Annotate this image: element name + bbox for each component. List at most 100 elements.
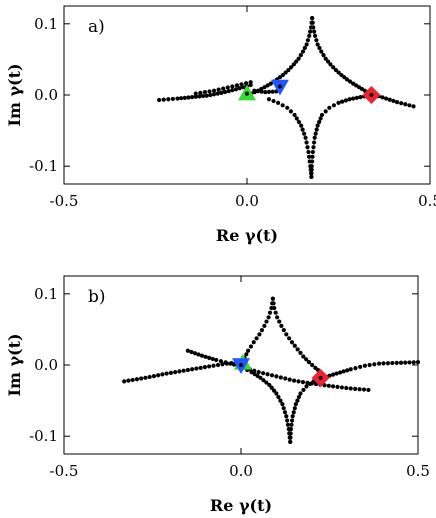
data-point (308, 167, 313, 172)
data-point (312, 33, 318, 39)
data-point (326, 383, 331, 388)
data-point (200, 93, 206, 99)
data-point (315, 42, 320, 47)
data-point (270, 89, 275, 94)
data-point (204, 93, 209, 98)
data-point (311, 145, 316, 150)
data-point (226, 88, 231, 94)
data-point (221, 86, 226, 91)
data-point (383, 96, 389, 101)
data-point (309, 174, 314, 179)
data-point (273, 310, 278, 315)
marker-center-dot (245, 91, 249, 96)
data-point (282, 410, 288, 415)
data-point (403, 102, 408, 107)
data-point (276, 394, 281, 400)
data-point (274, 391, 279, 396)
data-point (285, 422, 291, 427)
data-point (244, 352, 249, 357)
data-point (287, 377, 292, 382)
panel-label-a: a) (88, 17, 105, 37)
data-point (313, 131, 318, 136)
data-point (190, 367, 195, 372)
data-point (295, 398, 300, 403)
data-point (353, 365, 358, 371)
data-point (160, 372, 165, 377)
marker-center-dot (239, 363, 243, 367)
data-point (362, 363, 367, 368)
data-point (295, 347, 300, 352)
data-point (292, 406, 297, 411)
x-axis-label-a: Re γ(t) (216, 226, 278, 245)
data-point (139, 376, 144, 381)
data-point (407, 360, 412, 365)
data-point (296, 119, 302, 125)
data-point (126, 378, 131, 383)
data-point (293, 402, 298, 407)
data-point (216, 87, 221, 92)
data-point (134, 377, 140, 382)
data-point (312, 29, 317, 34)
data-point (345, 368, 350, 373)
data-point (251, 340, 256, 345)
data-point (312, 135, 317, 140)
data-point (394, 360, 399, 365)
data-point (199, 353, 205, 358)
data-point (156, 373, 161, 378)
data-point (177, 369, 182, 374)
data-point (330, 372, 336, 377)
data-point (207, 355, 212, 360)
data-point (376, 361, 382, 366)
data-point (278, 398, 283, 403)
data-point (319, 49, 324, 54)
data-point (318, 116, 323, 121)
data-point (298, 350, 303, 355)
data-point (361, 387, 367, 392)
data-point (263, 90, 268, 95)
data-point (289, 422, 294, 427)
points-a (157, 16, 416, 179)
data-point (230, 84, 235, 89)
data-point (151, 374, 157, 379)
data-point (304, 42, 309, 47)
data-point (211, 92, 217, 97)
data-point (173, 370, 178, 375)
data-point (321, 53, 326, 58)
data-point (198, 365, 203, 370)
data-point (302, 45, 307, 51)
data-point (305, 145, 310, 150)
data-point (193, 91, 198, 96)
data-point (289, 340, 295, 345)
data-point (283, 376, 288, 381)
data-point (269, 385, 274, 390)
data-point (214, 357, 219, 363)
data-point (202, 90, 208, 95)
data-point (333, 67, 339, 73)
data-point (222, 89, 228, 95)
data-point (380, 95, 385, 100)
data-point (390, 360, 395, 366)
data-point (292, 378, 297, 383)
data-point (291, 410, 296, 415)
data-point (403, 360, 408, 365)
data-point (292, 343, 297, 348)
data-point (341, 369, 346, 374)
data-point (317, 45, 322, 51)
y-axis-label-b: Im γ(t) (5, 333, 24, 396)
data-point (353, 386, 358, 391)
data-point (307, 159, 312, 164)
data-point (147, 374, 152, 380)
data-point (348, 367, 353, 372)
data-point (271, 98, 276, 104)
data-point (276, 100, 281, 105)
x-tick-label: 0.5 (418, 192, 436, 210)
data-point (301, 354, 306, 359)
data-point (271, 388, 277, 393)
data-point (303, 135, 308, 140)
data-point (245, 348, 251, 353)
data-point (344, 385, 349, 391)
data-point (301, 387, 306, 393)
data-point (265, 83, 270, 88)
data-point (262, 323, 267, 328)
data-point (234, 83, 240, 88)
